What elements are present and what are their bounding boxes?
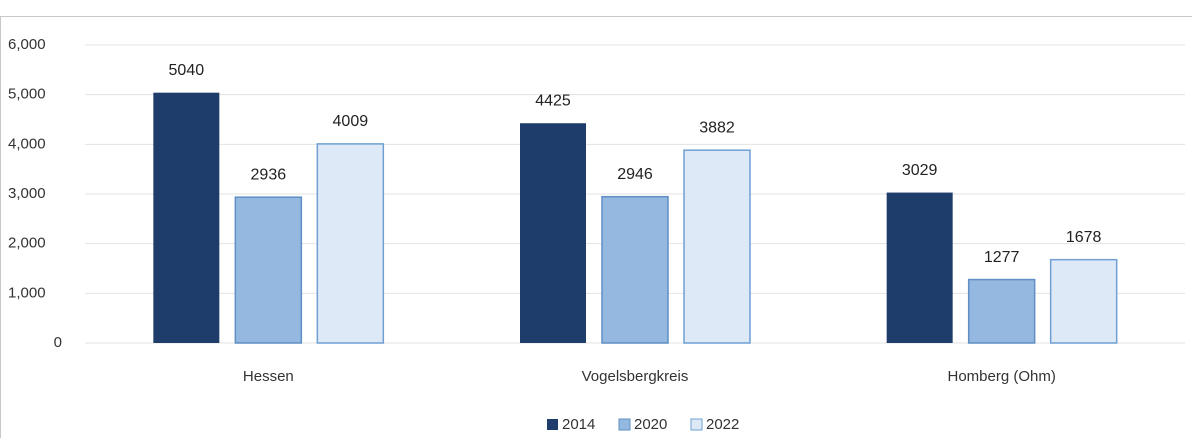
data-label: 2946: [617, 166, 653, 183]
legend-label: 2020: [634, 416, 667, 433]
legend-swatch: [547, 419, 558, 430]
legend-label: 2014: [562, 416, 595, 433]
data-label: 3029: [902, 162, 938, 179]
x-tick-label: Homberg (Ohm): [947, 368, 1055, 385]
bar: [153, 92, 220, 344]
frame: [0, 16, 1192, 438]
data-label: 1678: [1066, 229, 1102, 246]
legend-label: 2022: [706, 416, 739, 433]
y-tick-label: 1,000: [8, 284, 46, 301]
bar: [1049, 258, 1118, 344]
bar: [886, 192, 953, 343]
y-tick-label: 0: [54, 334, 62, 351]
legend-swatch: [690, 418, 703, 431]
data-label: 4009: [333, 113, 369, 130]
y-tick-label: 6,000: [8, 36, 46, 53]
bar: [234, 196, 303, 344]
bar: [683, 149, 751, 344]
data-label: 3882: [699, 119, 735, 136]
y-tick-label: 2,000: [8, 235, 46, 252]
x-tick-label: Vogelsbergkreis: [582, 368, 689, 385]
bar: [316, 143, 385, 344]
legend-swatch: [618, 418, 631, 431]
data-label: 2936: [251, 166, 287, 183]
y-tick-label: 3,000: [8, 185, 46, 202]
bar: [967, 278, 1036, 344]
y-tick-label: 4,000: [8, 135, 46, 152]
bar: [601, 195, 669, 344]
data-label: 4425: [535, 92, 571, 109]
data-label: 5040: [169, 62, 205, 79]
x-tick-label: Hessen: [243, 368, 294, 385]
bar: [520, 123, 586, 343]
data-label: 1277: [984, 249, 1020, 266]
y-tick-label: 5,000: [8, 86, 46, 103]
